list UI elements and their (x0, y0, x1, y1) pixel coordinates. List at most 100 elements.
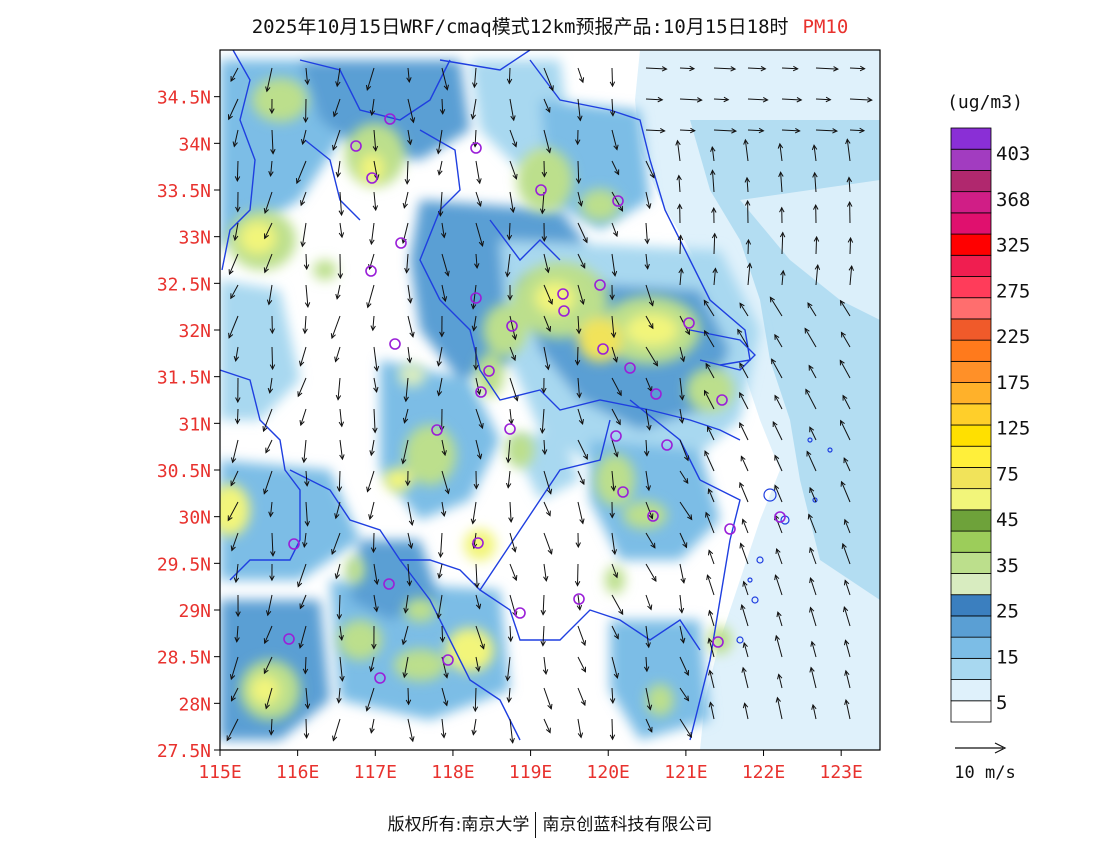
lat-tick-label: 31.5N (157, 368, 211, 389)
station-marker (612, 195, 624, 207)
station-marker (647, 510, 659, 522)
lat-tick-label: 29.5N (157, 554, 211, 575)
station-marker (288, 538, 300, 550)
station-marker (395, 237, 407, 249)
station-marker (483, 365, 495, 377)
legend-swatch (950, 467, 992, 490)
monitoring-stations (283, 113, 786, 684)
legend-swatch (950, 594, 992, 617)
lat-tick-label: 32N (178, 321, 211, 342)
longitude-axis: 115E 116E 117E 118E 119E 120E 121E 122E 123E (198, 750, 863, 783)
company-text: 南京创蓝科技有限公司 (542, 815, 713, 835)
legend-swatch (950, 551, 992, 574)
legend-swatch (950, 254, 992, 277)
lat-tick-label: 29N (178, 601, 211, 622)
station-marker (650, 388, 662, 400)
wind-key-label: 10 m/s (954, 763, 1015, 783)
station-marker (558, 305, 570, 317)
station-marker (366, 172, 378, 184)
lat-tick-label: 32.5N (157, 274, 211, 295)
station-marker (350, 140, 362, 152)
legend-swatch (950, 191, 992, 214)
legend-swatch (950, 127, 992, 150)
title-text: 2025年10月15日WRF/cmaq模式12km预报产品:10月15日18时 (251, 16, 789, 38)
legend-unit: (ug/m3) (947, 92, 1023, 113)
legend-label: 275 (996, 280, 1030, 302)
legend-swatch (950, 636, 992, 659)
legend-swatch (950, 573, 992, 596)
legend-swatch (950, 170, 992, 193)
lat-tick-label: 33.5N (157, 181, 211, 202)
legend-swatch (950, 445, 992, 468)
legend-swatch (950, 233, 992, 256)
station-marker (624, 362, 636, 374)
lon-tick-label: 123E (819, 762, 862, 783)
legend-labels: 403 368 325 275 225 175 125 75 45 35 25 15 5 (996, 143, 1030, 714)
map-title: 2025年10月15日WRF/cmaq模式12km预报产品:10月15日18时 P… (0, 12, 1100, 39)
station-marker (389, 338, 401, 350)
station-marker (470, 292, 482, 304)
legend-swatch (950, 679, 992, 702)
legend-colorbar (950, 127, 992, 723)
station-marker (535, 184, 547, 196)
lat-tick-label: 34.5N (157, 88, 211, 109)
station-marker (283, 633, 295, 645)
station-marker (597, 343, 609, 355)
legend-swatch (950, 424, 992, 447)
station-marker (475, 386, 487, 398)
latitude-axis: 34.5N 34N 33.5N 33N 32.5N 32N 31.5N 31N 30.5N 30N… (157, 88, 220, 762)
station-marker (712, 636, 724, 648)
legend-label: 25 (996, 601, 1019, 623)
station-marker (617, 486, 629, 498)
legend-swatch (950, 148, 992, 171)
station-marker (442, 654, 454, 666)
station-marker (504, 423, 516, 435)
lat-tick-label: 30.5N (157, 461, 211, 482)
station-marker (472, 537, 484, 549)
lon-tick-label: 121E (664, 762, 707, 783)
legend-swatch (950, 488, 992, 511)
legend-label: 368 (996, 189, 1030, 211)
legend-swatch (950, 318, 992, 341)
station-marker (557, 288, 569, 300)
legend-swatch (950, 615, 992, 638)
legend-swatch (950, 339, 992, 362)
lon-tick-label: 118E (431, 762, 474, 783)
legend-swatch (950, 657, 992, 680)
station-marker (374, 672, 386, 684)
station-marker (724, 523, 736, 535)
lon-tick-label: 115E (198, 762, 241, 783)
lat-tick-label: 27.5N (157, 741, 211, 762)
legend-swatch (950, 360, 992, 383)
station-marker (610, 430, 622, 442)
legend-label: 15 (996, 646, 1019, 668)
legend-label: 175 (996, 372, 1030, 394)
legend-label: 325 (996, 235, 1030, 257)
station-marker (683, 317, 695, 329)
pollutant-label: PM10 (802, 16, 849, 38)
legend-label: 75 (996, 463, 1019, 485)
lon-tick-label: 122E (742, 762, 785, 783)
lat-tick-label: 31N (178, 414, 211, 435)
station-marker (470, 142, 482, 154)
station-marker (384, 113, 396, 125)
legend-swatch (950, 403, 992, 426)
legend-swatch (950, 530, 992, 553)
lon-tick-label: 120E (587, 762, 630, 783)
copyright-footer: 版权所有:南京大学 南京创蓝科技有限公司 (0, 810, 1100, 838)
legend-label: 35 (996, 555, 1019, 577)
wind-key: 10 m/s (954, 742, 1016, 783)
legend-swatch (950, 212, 992, 235)
station-marker (774, 511, 786, 523)
forecast-map: 34.5N 34N 33.5N 33N 32.5N 32N 31.5N 31N 30.5N 30N… (157, 49, 1030, 783)
station-marker (506, 320, 518, 332)
station-marker (661, 439, 673, 451)
lat-tick-label: 28N (178, 694, 211, 715)
wind-vectors (226, 65, 873, 744)
station-marker (716, 394, 728, 406)
legend-label: 225 (996, 326, 1030, 348)
legend-swatch (950, 297, 992, 320)
legend-swatch (950, 509, 992, 532)
legend-label: 125 (996, 418, 1030, 440)
copyright-text: 版权所有:南京大学 (387, 815, 530, 835)
